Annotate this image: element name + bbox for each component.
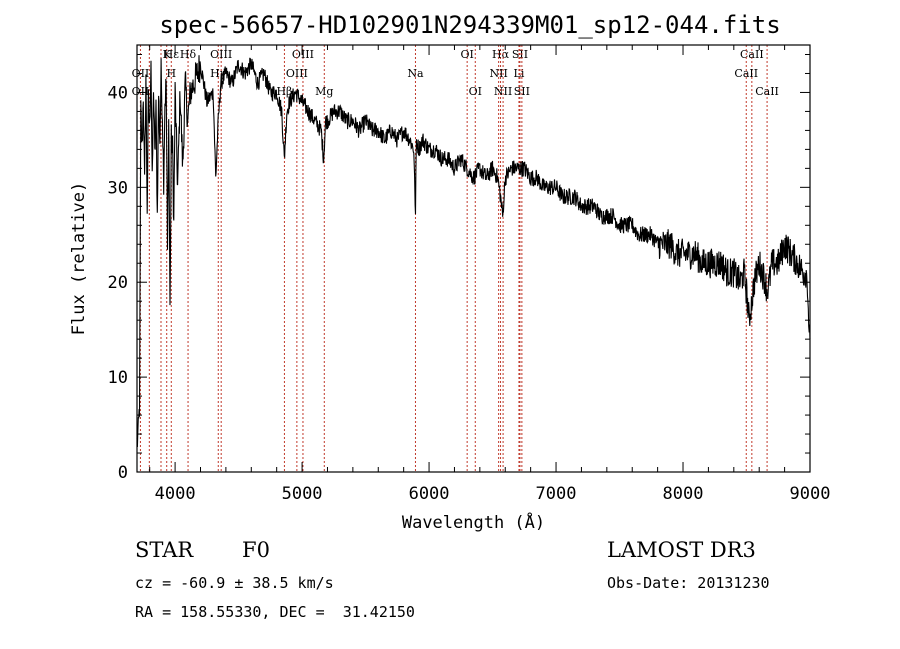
line-label-2: Hδ — [180, 48, 197, 61]
line-label-15: Li — [514, 67, 525, 80]
line-label-10: H — [166, 67, 176, 80]
plot-frame — [136, 44, 811, 473]
line-label-13: Na — [407, 67, 424, 80]
line-label-16: CaII — [734, 67, 758, 80]
y-axis-label: Flux (relative) — [69, 182, 89, 336]
line-label-3: OIII — [210, 48, 232, 61]
y-tick-label-0: 0 — [118, 463, 128, 483]
observation-date: Obs-Date: 20131230 — [607, 574, 770, 592]
y-tick-label-2: 20 — [108, 273, 128, 293]
x-tick-label-2: 6000 — [409, 484, 450, 504]
y-tick-label-4: 40 — [108, 83, 128, 103]
line-label-5: OI — [460, 48, 473, 61]
object-class: STAR — [135, 538, 194, 562]
line-label-22: SII — [514, 85, 530, 98]
x-axis-label: Wavelength (Å) — [402, 511, 545, 533]
y-tick-label-3: 30 — [108, 178, 128, 198]
flux-series-line — [136, 55, 811, 448]
line-label-18: Hβ — [276, 85, 292, 98]
spectral-subclass: F0 — [242, 538, 270, 562]
redshift-velocity: cz = -60.9 ± 38.5 km/s — [135, 574, 334, 592]
sky-coordinates: RA = 158.55330, DEC = 31.42150 — [135, 603, 415, 621]
x-tick-label-3: 7000 — [536, 484, 577, 504]
line-label-17: OII — [132, 85, 150, 98]
x-tick-label-1: 5000 — [282, 484, 323, 504]
line-label-6: Hα — [492, 48, 510, 61]
line-label-8: CaII — [740, 48, 764, 61]
survey-name: LAMOST DR3 — [607, 538, 756, 562]
line-label-21: NII — [494, 85, 512, 98]
line-label-23: CaII — [755, 85, 779, 98]
line-label-7: SII — [512, 48, 528, 61]
line-label-1: K — [163, 48, 172, 61]
line-label-19: Mg — [315, 85, 333, 98]
x-tick-label-5: 9000 — [790, 484, 831, 504]
line-label-4: OIII — [292, 48, 314, 61]
line-label-12: OIII — [286, 67, 308, 80]
x-tick-label-0: 4000 — [155, 484, 196, 504]
line-label-11: Hγ — [210, 67, 227, 80]
line-label-20: OI — [469, 85, 482, 98]
line-label-14: NII — [489, 67, 507, 80]
x-tick-label-4: 8000 — [663, 484, 704, 504]
y-tick-label-1: 10 — [108, 368, 128, 388]
axis-ticks: 4000 5000 6000 7000 8000 9000 0 10 20 30 40 — [108, 45, 831, 504]
chart-title: spec-56657-HD102901N294339M01_sp12-044.f… — [159, 11, 780, 39]
